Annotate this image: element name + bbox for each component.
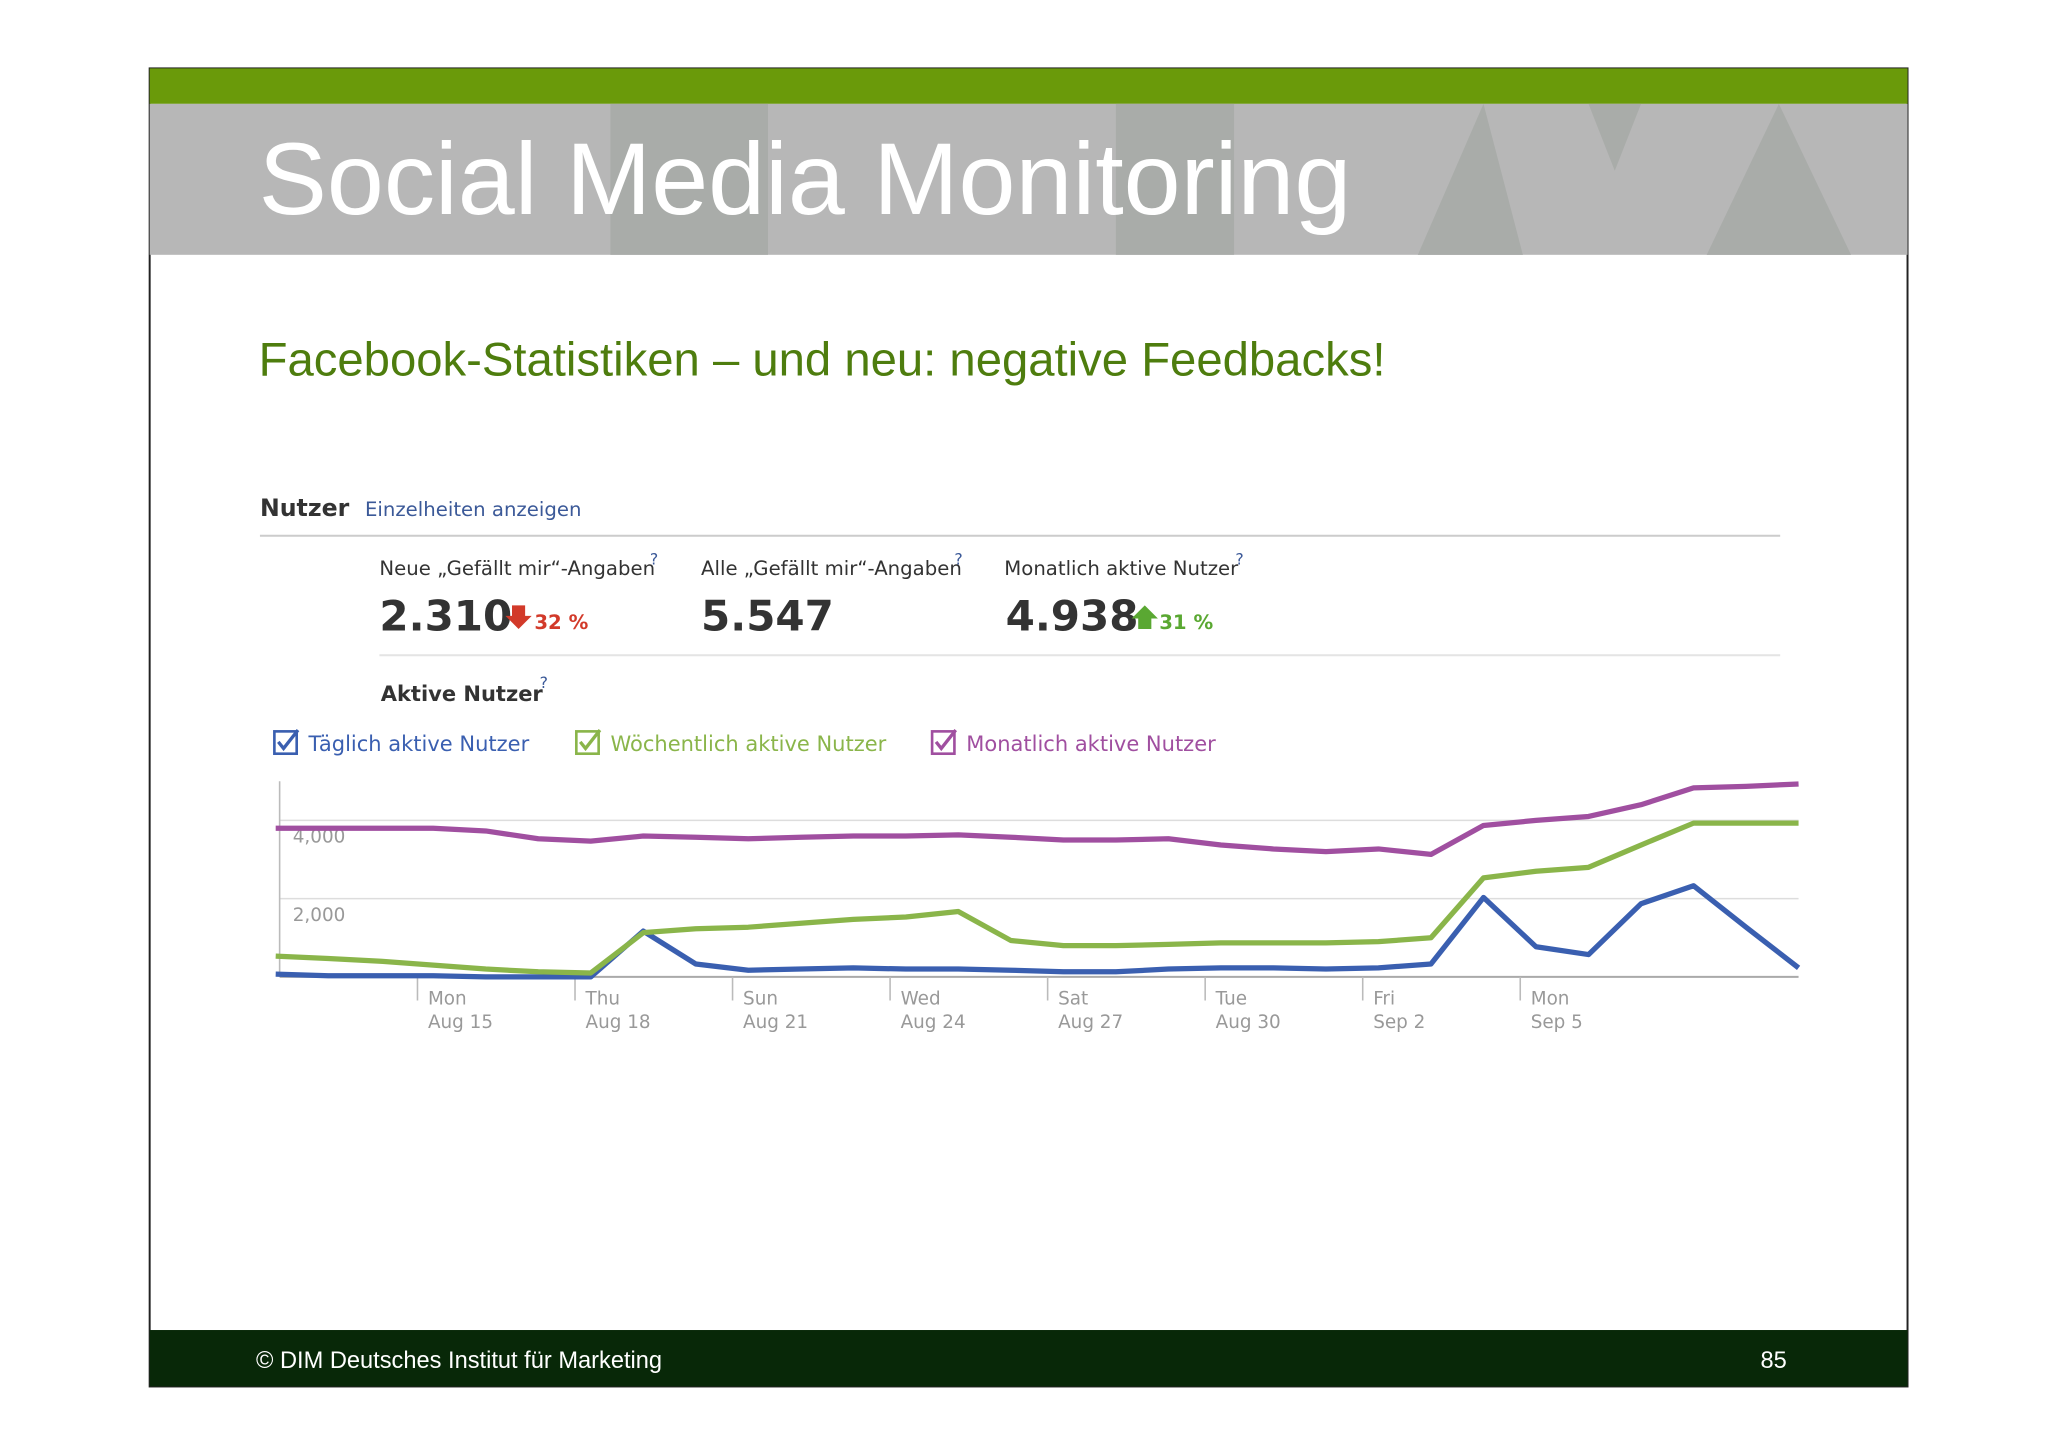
panel-title: Nutzer: [260, 494, 350, 522]
slide-subtitle: Facebook-Statistiken – und neu: negative…: [259, 334, 1386, 387]
stat-value: 4.938: [1006, 591, 1139, 640]
help-mark[interactable]: ?: [650, 550, 658, 569]
legend-label: Wöchentlich aktive Nutzer: [610, 732, 886, 756]
top-band: [149, 68, 1908, 104]
legend-label: Täglich aktive Nutzer: [308, 732, 530, 756]
stat-label: Neue „Gefällt mir“-Angaben: [379, 557, 655, 580]
x-tick-day: Sun: [743, 988, 778, 1009]
stat-label: Monatlich aktive Nutzer: [1004, 557, 1239, 580]
help-mark[interactable]: ?: [540, 673, 548, 692]
legend-item[interactable]: Monatlich aktive Nutzer: [930, 729, 1216, 756]
x-tick-date: Aug 15: [428, 1012, 493, 1033]
slide-frame: [148, 67, 1909, 1388]
x-tick-date: Aug 21: [743, 1012, 808, 1033]
x-tick-date: Aug 27: [1058, 1012, 1123, 1033]
help-mark[interactable]: ?: [954, 550, 962, 569]
legend-item[interactable]: Täglich aktive Nutzer: [273, 729, 530, 756]
x-tick-day: Tue: [1215, 988, 1247, 1009]
legend: Täglich aktive Nutzer Wöchentlich aktive …: [273, 729, 1216, 756]
y-tick-label: 4,000: [293, 827, 346, 848]
x-tick-date: Aug 18: [586, 1012, 651, 1033]
stat-value: 2.310: [379, 591, 512, 640]
x-tick-day: Wed: [901, 988, 941, 1009]
x-tick-date: Sep 2: [1373, 1012, 1425, 1033]
series-line: [275, 883, 1801, 980]
legend-check: [578, 729, 602, 752]
x-tick-day: Sat: [1058, 988, 1088, 1009]
x-tick-date: Aug 30: [1216, 1012, 1281, 1033]
series-line: [275, 820, 1799, 976]
stat-label: Alle „Gefällt mir“-Angaben: [701, 557, 962, 580]
section-title: Aktive Nutzer: [381, 682, 544, 706]
details-link[interactable]: Einzelheiten anzeigen: [365, 498, 581, 521]
x-tick-date: Aug 24: [901, 1012, 966, 1033]
x-tick-day: Mon: [428, 988, 467, 1009]
x-tick-day: Mon: [1531, 988, 1570, 1009]
series-line: [275, 781, 1799, 858]
x-tick-day: Fri: [1373, 988, 1395, 1009]
legend-item[interactable]: Wöchentlich aktive Nutzer: [575, 729, 887, 756]
header-decoration: [610, 103, 1852, 255]
x-tick-date: Sep 5: [1531, 1012, 1583, 1033]
footer-band: [149, 1330, 1908, 1387]
stat-change: 32 %: [534, 611, 588, 634]
x-tick-day: Thu: [585, 988, 621, 1009]
help-mark[interactable]: ?: [1235, 550, 1243, 569]
slide-title: Social Media Monitoring: [259, 121, 1352, 236]
stat-value: 5.547: [701, 591, 834, 640]
plot: 2,000 4,000 Mon Aug 15 Thu Aug 18 Sun Aug 21 Wed…: [275, 781, 1801, 1033]
legend-check: [934, 729, 958, 752]
legend-label: Monatlich aktive Nutzer: [966, 732, 1216, 756]
legend-check: [277, 729, 300, 752]
footer-copyright: © DIM Deutsches Institut für Marketing: [256, 1348, 662, 1374]
page-number: 85: [1760, 1348, 1786, 1374]
stat-change: 31 %: [1159, 611, 1213, 634]
y-tick-label: 2,000: [293, 905, 346, 926]
